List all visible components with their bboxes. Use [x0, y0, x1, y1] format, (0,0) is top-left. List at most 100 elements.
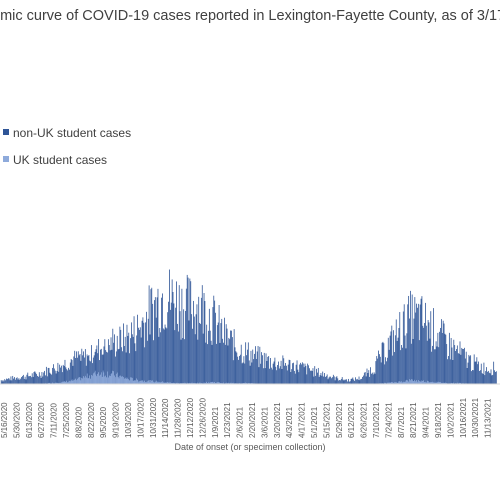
bar-uk: [242, 382, 244, 384]
bar-uk: [186, 382, 188, 384]
bar-non-uk: [80, 360, 82, 384]
bar-non-uk: [397, 337, 399, 384]
bar-non-uk: [400, 350, 402, 384]
bar-non-uk: [120, 329, 122, 384]
bar-uk: [450, 382, 452, 384]
bar-non-uk: [320, 373, 322, 384]
bar-non-uk: [368, 370, 370, 384]
bar-non-uk: [29, 376, 30, 384]
bar-non-uk: [488, 372, 490, 384]
bar-non-uk: [239, 356, 240, 384]
bar-uk: [127, 378, 129, 384]
bar-uk: [63, 381, 65, 384]
x-tick-label: 8/8/2020: [74, 406, 83, 438]
x-tick-label: 11/28/2020: [174, 398, 183, 438]
bar-non-uk: [38, 376, 39, 384]
bar-non-uk: [21, 377, 22, 384]
bar-non-uk: [92, 357, 94, 384]
bar-non-uk: [68, 367, 69, 384]
bar-non-uk: [71, 360, 73, 384]
bar-uk: [123, 377, 124, 384]
bar-non-uk: [312, 368, 314, 384]
bar-uk: [138, 381, 139, 384]
bar-non-uk: [191, 314, 193, 384]
bar-non-uk: [135, 351, 137, 384]
bar-non-uk: [194, 334, 196, 384]
bar-non-uk: [4, 379, 6, 384]
bar-uk: [442, 382, 444, 384]
bar-uk: [131, 377, 133, 384]
bar-non-uk: [61, 372, 63, 384]
bar-non-uk: [426, 340, 428, 384]
bar-uk: [184, 382, 185, 384]
bar-non-uk: [316, 368, 317, 384]
bar-non-uk: [328, 377, 330, 384]
bar-uk: [421, 380, 423, 384]
bar-non-uk: [17, 379, 19, 384]
bar-uk: [172, 382, 174, 384]
bar-non-uk: [236, 352, 238, 384]
bar-non-uk: [324, 373, 325, 384]
bar-non-uk: [485, 371, 487, 384]
bar-non-uk: [338, 380, 340, 384]
bar-non-uk: [407, 304, 409, 384]
bar-non-uk: [118, 348, 120, 384]
bar-non-uk: [351, 378, 353, 384]
bar-non-uk: [24, 376, 26, 384]
bar-non-uk: [241, 363, 243, 384]
bar-uk: [231, 382, 232, 384]
bar-non-uk: [14, 379, 16, 384]
bar-non-uk: [52, 367, 53, 384]
bar-uk: [459, 382, 461, 384]
bar-uk: [216, 382, 218, 384]
bar-uk: [85, 377, 87, 384]
bar-uk: [208, 382, 209, 384]
x-tick-label: 9/18/2021: [434, 402, 443, 438]
bar-non-uk: [43, 372, 45, 384]
bar-non-uk: [148, 285, 150, 384]
bar-non-uk: [447, 359, 448, 384]
bar-non-uk: [495, 371, 497, 384]
bar-non-uk: [177, 323, 178, 384]
bar-non-uk: [110, 337, 112, 384]
bar-non-uk: [143, 322, 145, 384]
bar-uk: [410, 380, 411, 384]
bar-uk: [232, 382, 234, 384]
bar-uk: [209, 382, 211, 384]
bar-non-uk: [275, 366, 277, 384]
bar-uk: [393, 382, 394, 384]
bar-uk: [425, 381, 426, 384]
x-tick-label: 10/17/2020: [136, 397, 145, 438]
bar-uk: [108, 375, 110, 384]
bar-non-uk: [465, 351, 467, 384]
bar-non-uk: [291, 369, 293, 384]
bar-uk: [162, 382, 164, 384]
bar-non-uk: [279, 366, 281, 384]
bar-non-uk: [185, 288, 187, 384]
bar-non-uk: [378, 350, 379, 384]
bar-non-uk: [306, 374, 308, 384]
bar-non-uk: [214, 300, 216, 384]
bar-uk: [404, 381, 406, 384]
bar-uk: [203, 382, 205, 384]
bar-non-uk: [434, 349, 436, 384]
bar-non-uk: [491, 375, 493, 384]
bar-non-uk: [423, 327, 425, 384]
bar-non-uk: [218, 305, 220, 384]
bar-non-uk: [403, 304, 405, 384]
bar-uk: [191, 382, 193, 384]
bar-non-uk: [223, 342, 224, 384]
bar-uk: [407, 380, 409, 384]
bar-non-uk: [394, 335, 396, 384]
bar-non-uk: [349, 381, 351, 384]
bar-non-uk: [412, 339, 414, 384]
bar-uk: [384, 382, 386, 384]
bar-uk: [418, 381, 420, 384]
bar-non-uk: [171, 279, 173, 384]
bar-non-uk: [93, 355, 95, 384]
bar-uk: [60, 382, 61, 384]
bar-non-uk: [202, 333, 204, 384]
bar-uk: [72, 379, 74, 384]
bar-non-uk: [48, 367, 50, 384]
bar-non-uk: [231, 337, 233, 384]
